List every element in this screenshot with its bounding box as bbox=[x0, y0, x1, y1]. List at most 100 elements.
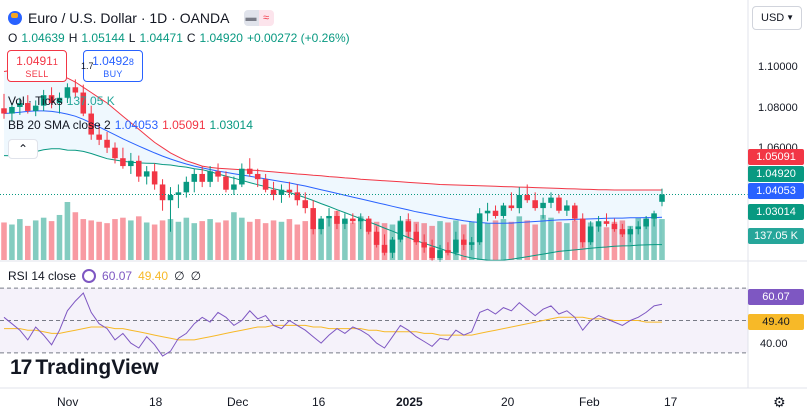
time-axis-label: 18 bbox=[149, 395, 163, 409]
change-value: +0.00272 (+0.26%) bbox=[246, 31, 350, 45]
price-axis-label: 1.08000 bbox=[758, 102, 798, 114]
volume-bar bbox=[239, 217, 245, 260]
volume-bar bbox=[151, 224, 158, 260]
volume-bar bbox=[484, 223, 491, 260]
volume-bar bbox=[611, 221, 618, 260]
candle-body bbox=[262, 179, 269, 190]
rsi-line bbox=[3, 292, 663, 357]
candle-body bbox=[508, 205, 515, 209]
volume-bar bbox=[310, 217, 316, 260]
currency-dropdown[interactable]: USD ▼ bbox=[752, 6, 802, 30]
volume-bar bbox=[350, 222, 356, 260]
open-value: 1.04639 bbox=[21, 31, 65, 45]
volume-bar bbox=[128, 220, 134, 260]
rsi-settings-icon[interactable] bbox=[82, 269, 97, 283]
candle-body bbox=[579, 218, 586, 243]
buy-button[interactable]: 1.04928 BUY bbox=[83, 50, 143, 82]
candle-body bbox=[286, 189, 293, 193]
ohlc-legend: O 1.04639 H 1.05144 L 1.04471 C 1.04920 +0.0… bbox=[8, 31, 350, 45]
volume-bar bbox=[302, 221, 309, 260]
candle-body bbox=[25, 103, 31, 111]
rsi-legend[interactable]: RSI 14 close 60.07 49.40 ∅ ∅ bbox=[8, 269, 201, 283]
collapse-legend-button[interactable]: ⌃ bbox=[8, 139, 38, 159]
candle-body bbox=[310, 208, 316, 230]
volume-bar bbox=[318, 222, 324, 260]
candle-body bbox=[587, 226, 594, 243]
candle-body bbox=[492, 210, 499, 216]
volume-bar bbox=[17, 219, 23, 260]
high-value: 1.05144 bbox=[81, 31, 125, 45]
bb-legend-upper: 1.05091 bbox=[162, 118, 206, 132]
candle-body bbox=[643, 218, 649, 227]
volume-bar bbox=[334, 210, 340, 260]
volume-bar bbox=[191, 223, 198, 260]
volume-bar bbox=[175, 221, 182, 260]
candle-body bbox=[294, 192, 301, 201]
trade-buttons: 1.04911 SELL 1.7 1.04928 BUY bbox=[7, 50, 143, 82]
candle-body bbox=[278, 189, 285, 195]
time-axis-label: 2025 bbox=[396, 395, 423, 409]
candle-body bbox=[659, 194, 665, 202]
candle-body bbox=[611, 223, 618, 230]
candle-body bbox=[48, 95, 55, 104]
volume-bar bbox=[572, 220, 578, 260]
candle-body bbox=[532, 200, 538, 209]
volume-bar bbox=[262, 223, 269, 260]
bb-legend[interactable]: BB 20 SMA close 2 1.04053 1.05091 1.0301… bbox=[8, 118, 253, 132]
candle-body bbox=[183, 181, 190, 193]
candle-body bbox=[357, 218, 364, 222]
rsi-band-fill bbox=[0, 288, 748, 353]
bb-lower-price-tag: 1.03014 bbox=[748, 204, 804, 220]
candle-body bbox=[246, 168, 253, 174]
candle-body bbox=[334, 215, 340, 224]
gear-icon[interactable]: ⚙ bbox=[773, 394, 786, 410]
candle-body bbox=[595, 221, 602, 227]
tradingview-logo-text: TradingView bbox=[35, 356, 159, 379]
candle-body bbox=[231, 184, 237, 190]
candle-body bbox=[453, 239, 459, 253]
candle-body bbox=[135, 160, 142, 177]
candle-body bbox=[381, 244, 388, 253]
volume-bar bbox=[595, 224, 602, 260]
volume-bar bbox=[603, 227, 610, 260]
candle-body bbox=[17, 103, 23, 107]
open-label: O bbox=[8, 31, 18, 45]
volume-bar bbox=[659, 219, 665, 260]
candle-body bbox=[191, 173, 198, 182]
sell-button[interactable]: 1.04911 SELL bbox=[7, 50, 67, 82]
high-label: H bbox=[68, 31, 78, 45]
volume-bar bbox=[286, 219, 293, 260]
volume-bar bbox=[32, 220, 39, 260]
rsi-legend-value: 60.07 bbox=[102, 269, 133, 283]
volume-bar bbox=[104, 223, 110, 260]
time-axis-label: 16 bbox=[312, 395, 326, 409]
candle-body bbox=[437, 250, 443, 258]
volume-bar bbox=[619, 220, 626, 260]
volume-bar bbox=[254, 219, 261, 260]
volume-bar bbox=[326, 219, 332, 260]
symbol-header[interactable]: Euro / U.S. Dollar · 1D · OANDA ▬ ≈ bbox=[8, 8, 274, 28]
chart-mode-toggle[interactable]: ▬ ≈ bbox=[243, 10, 274, 26]
volume-legend[interactable]: Vol · Ticks 137.05 K bbox=[8, 94, 115, 108]
candle-body bbox=[365, 218, 372, 232]
candle-body bbox=[350, 218, 356, 222]
low-value: 1.04471 bbox=[139, 31, 183, 45]
symbol-title[interactable]: Euro / U.S. Dollar · 1D · OANDA bbox=[28, 10, 230, 26]
candle-body bbox=[112, 147, 118, 159]
candle-body bbox=[9, 106, 15, 114]
candle-body bbox=[421, 242, 427, 248]
candle-body bbox=[429, 247, 435, 258]
volume-bar bbox=[246, 221, 253, 260]
chart-mode-icon-a[interactable]: ▬ bbox=[243, 10, 259, 26]
candle-body bbox=[476, 213, 483, 243]
price-chart-pane[interactable] bbox=[0, 0, 807, 262]
rsi-empty-value-2: ∅ bbox=[190, 269, 202, 283]
candle-body bbox=[215, 171, 221, 177]
candle-body bbox=[556, 197, 562, 211]
volume-bar bbox=[365, 219, 372, 260]
chart-mode-icon-b[interactable]: ≈ bbox=[258, 10, 274, 26]
tradingview-logo[interactable]: 17 TradingView bbox=[10, 356, 159, 380]
time-axis-label: 20 bbox=[501, 395, 515, 409]
volume-bar bbox=[564, 223, 570, 260]
